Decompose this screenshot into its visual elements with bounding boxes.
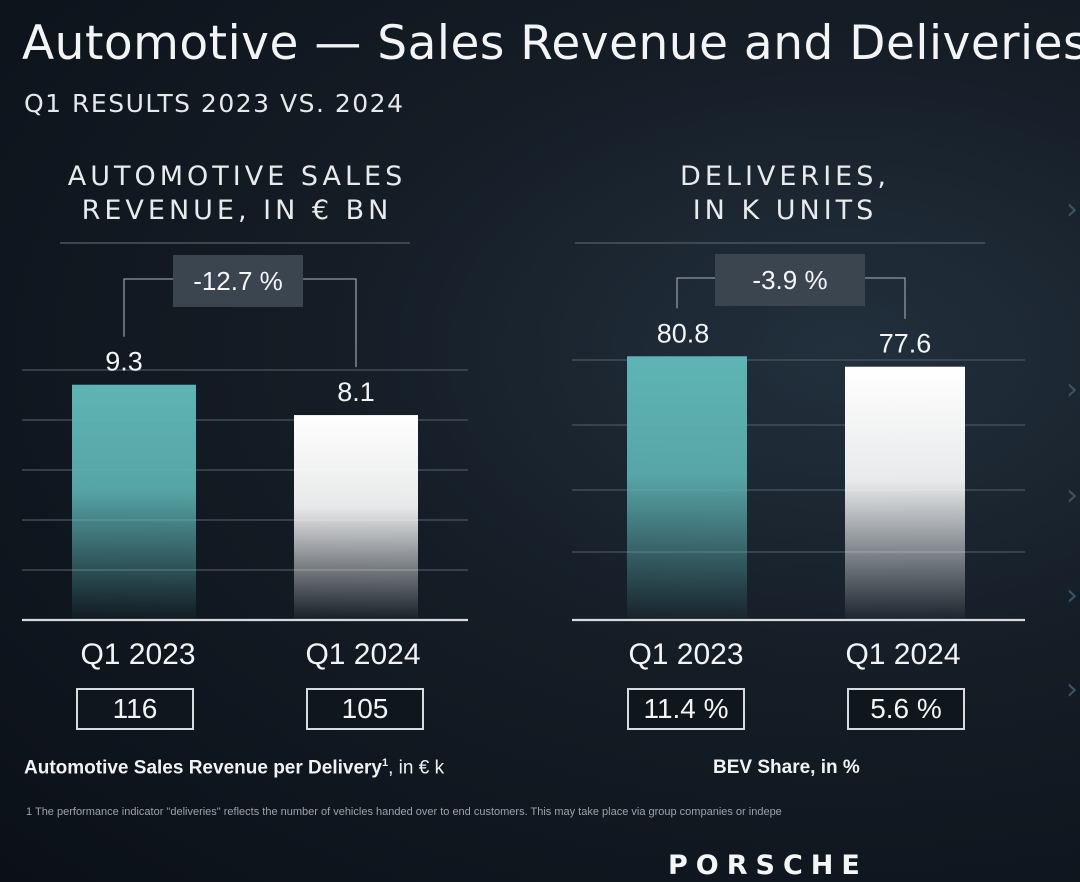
deliveries-value-label-2024: 77.6 <box>879 329 932 359</box>
chevron-right-icon: › <box>1066 372 1078 407</box>
chevron-right-icon: › <box>1066 478 1078 513</box>
deliveries-chart-title-line-1: DELIVERIES, <box>680 161 890 192</box>
deliveries-chart-title-line-2: IN K UNITS <box>692 195 878 226</box>
revenue-bar-2023 <box>72 384 196 620</box>
bev-share-2023: 11.4 % <box>627 688 745 730</box>
revenue-chart-title: AUTOMOTIVE SALES REVENUE, IN € BN <box>62 160 412 228</box>
revenue-bar-2024 <box>294 415 418 620</box>
chevron-right-icon: › <box>1066 578 1078 613</box>
deliveries-bar-2023 <box>627 356 747 620</box>
deliveries-change-label: -3.9 % <box>752 265 827 295</box>
revenue-change-box <box>173 255 303 307</box>
page-subtitle: Q1 RESULTS 2023 VS. 2024 <box>24 89 405 118</box>
revenue-per-delivery-2023: 116 <box>76 688 194 730</box>
revenue-change-label: -12.7 % <box>193 266 283 296</box>
deliveries-category-q1-2023: Q1 2023 <box>628 638 744 671</box>
deliveries-change-box <box>715 254 865 306</box>
chevron-right-icon: › <box>1066 192 1078 227</box>
revenue-chart-title-line-1: AUTOMOTIVE SALES <box>67 161 407 192</box>
revenue-chart-title-line-2: REVENUE, IN € BN <box>81 195 393 226</box>
deliveries-chart-title: DELIVERIES, IN K UNITS <box>655 160 915 228</box>
revenue-category-q1-2023: Q1 2023 <box>80 638 196 671</box>
porsche-logo: PORSCHE <box>668 850 868 881</box>
revenue-per-delivery-label-text: Automotive Sales Revenue per Delivery <box>24 757 382 779</box>
deliveries-category-q1-2024: Q1 2024 <box>845 638 961 671</box>
revenue-per-delivery-label: Automotive Sales Revenue per Delivery1, … <box>24 757 444 779</box>
footnote-marker: 1 <box>381 757 389 769</box>
page-title: Automotive — Sales Revenue and Deliverie… <box>22 16 1080 71</box>
deliveries-bar-2024 <box>845 366 965 620</box>
bev-share-label: BEV Share, in % <box>713 757 860 778</box>
revenue-per-delivery-label-unit: , in € k <box>388 757 445 779</box>
footnote: 1 The performance indicator "deliveries"… <box>26 806 782 818</box>
revenue-value-label-2023: 9.3 <box>105 347 143 377</box>
deliveries-value-label-2023: 80.8 <box>657 318 710 348</box>
revenue-value-label-2024: 8.1 <box>337 377 375 407</box>
revenue-category-q1-2024: Q1 2024 <box>305 638 421 671</box>
revenue-per-delivery-2024: 105 <box>306 688 424 730</box>
bev-share-2024: 5.6 % <box>847 688 965 730</box>
chevron-right-icon: › <box>1066 672 1078 707</box>
